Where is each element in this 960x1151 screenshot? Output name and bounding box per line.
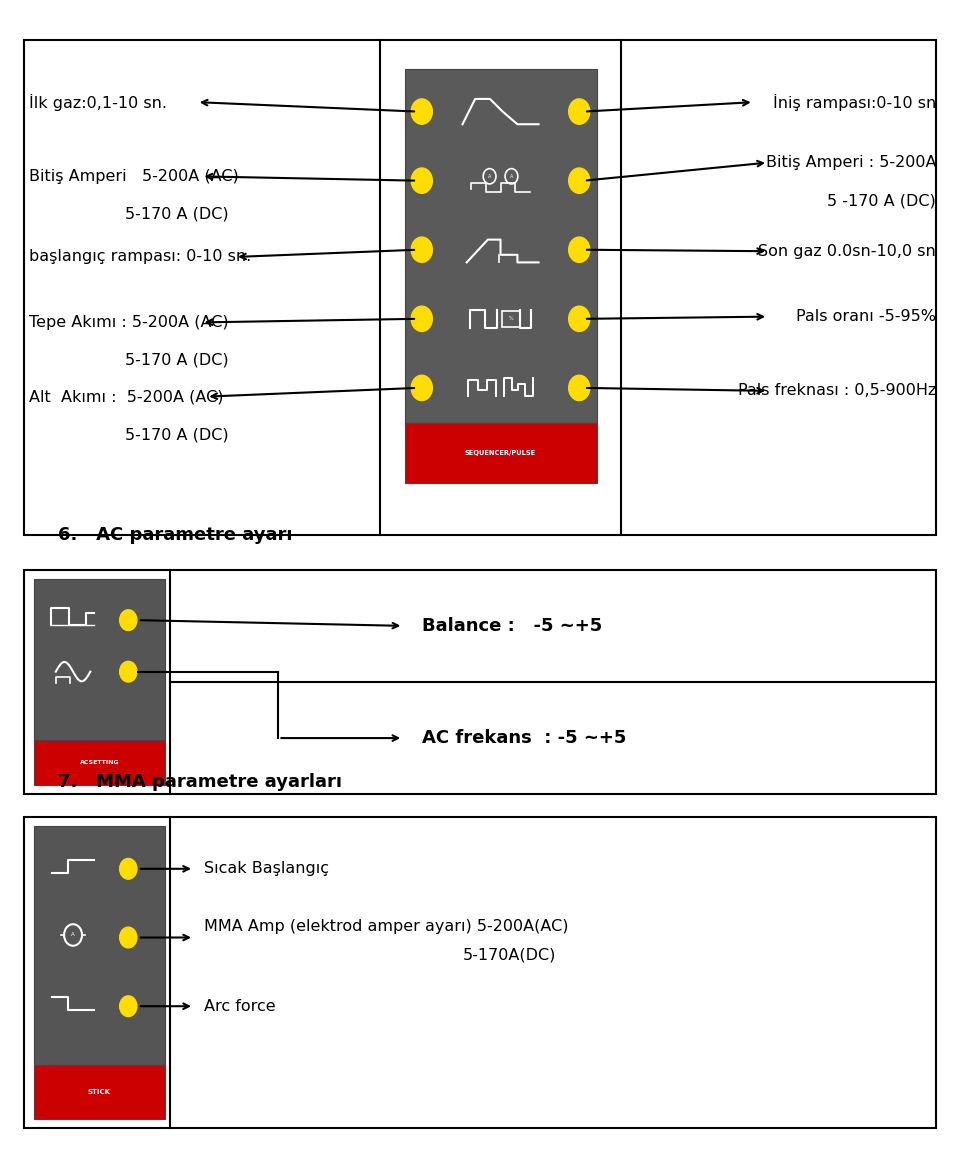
Circle shape: [120, 928, 137, 948]
Text: 7.   MMA parametre ayarları: 7. MMA parametre ayarları: [58, 773, 342, 792]
Text: Bitiş Amperi : 5-200A: Bitiş Amperi : 5-200A: [765, 155, 936, 170]
Bar: [34, 826, 165, 1065]
Circle shape: [568, 99, 589, 124]
Bar: [404, 424, 596, 483]
Bar: [502, 311, 519, 327]
Circle shape: [568, 306, 589, 331]
Text: AC frekans  : -5 ~+5: AC frekans : -5 ~+5: [422, 729, 627, 747]
Text: A: A: [488, 174, 492, 178]
Bar: [34, 740, 165, 785]
Text: Sıcak Başlangıç: Sıcak Başlangıç: [204, 861, 328, 876]
Text: Son gaz 0.0sn-10,0 sn: Son gaz 0.0sn-10,0 sn: [758, 244, 936, 259]
Text: STICK: STICK: [88, 1089, 110, 1095]
Bar: [24, 817, 936, 1128]
Circle shape: [120, 859, 137, 879]
Text: 5-170 A (DC): 5-170 A (DC): [125, 207, 228, 222]
Circle shape: [411, 306, 432, 331]
Bar: [24, 40, 936, 535]
Circle shape: [568, 237, 589, 262]
Text: 5-170 A (DC): 5-170 A (DC): [125, 353, 228, 368]
Bar: [34, 1065, 165, 1119]
Circle shape: [568, 168, 589, 193]
Text: A: A: [510, 174, 514, 178]
Text: MMA Amp (elektrod amper ayarı) 5-200A(AC): MMA Amp (elektrod amper ayarı) 5-200A(AC…: [204, 918, 568, 933]
Bar: [24, 570, 936, 794]
Text: Arc force: Arc force: [204, 999, 276, 1014]
Circle shape: [568, 375, 589, 401]
Circle shape: [120, 610, 137, 631]
Text: A: A: [71, 932, 75, 937]
Text: İlk gaz:0,1-10 sn.: İlk gaz:0,1-10 sn.: [29, 93, 167, 110]
Circle shape: [120, 996, 137, 1016]
Text: ACSETTING: ACSETTING: [80, 760, 119, 764]
Circle shape: [411, 168, 432, 193]
Text: SEQUENCER/PULSE: SEQUENCER/PULSE: [465, 450, 536, 457]
Text: Pals freknası : 0,5-900Hz: Pals freknası : 0,5-900Hz: [737, 383, 936, 398]
Text: Tepe Akımı : 5-200A (AC): Tepe Akımı : 5-200A (AC): [29, 315, 228, 330]
Text: başlangıç rampası: 0-10 sn.: başlangıç rampası: 0-10 sn.: [29, 250, 252, 265]
Text: Balance :   -5 ~+5: Balance : -5 ~+5: [422, 617, 603, 635]
Text: 5 -170 A (DC): 5 -170 A (DC): [828, 193, 936, 208]
Text: 5-170A(DC): 5-170A(DC): [463, 947, 556, 962]
Text: Bitiş Amperi   5-200A (AC): Bitiş Amperi 5-200A (AC): [29, 169, 238, 184]
Text: Pals oranı -5-95%: Pals oranı -5-95%: [796, 310, 936, 325]
Text: 6.   AC parametre ayarı: 6. AC parametre ayarı: [58, 526, 292, 544]
Circle shape: [411, 375, 432, 401]
Text: İniş rampası:0-10 sn: İniş rampası:0-10 sn: [773, 93, 936, 110]
Bar: [404, 69, 596, 424]
Circle shape: [411, 237, 432, 262]
Bar: [34, 579, 165, 740]
Circle shape: [120, 662, 137, 683]
Text: 5-170 A (DC): 5-170 A (DC): [125, 427, 228, 442]
Circle shape: [411, 99, 432, 124]
Text: Alt  Akımı :  5-200A (AC): Alt Akımı : 5-200A (AC): [29, 389, 224, 404]
Text: %: %: [509, 317, 514, 321]
